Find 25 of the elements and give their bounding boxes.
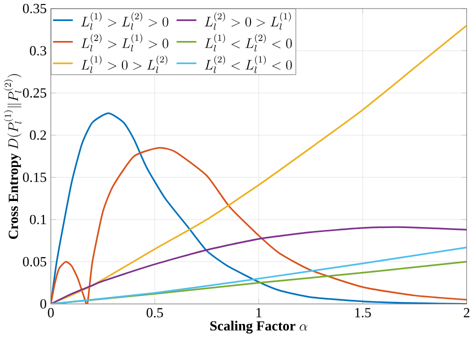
y-tick-label: 0.15: [22, 172, 46, 182]
x-tick-label: 1.5: [355, 308, 371, 318]
legend-label: $L_l^{(1)}>0>L_l^{(2)}$: [81, 55, 168, 73]
y-tick-label: 0.05: [22, 256, 46, 266]
y-tick-label: 0.1: [30, 214, 46, 224]
line-series: [50, 112, 467, 304]
line-series: [50, 246, 467, 304]
x-tick-label: 2: [464, 308, 470, 318]
y-tick-label: 0.2: [30, 130, 46, 140]
line-series: [50, 226, 467, 304]
x-tick-label: 1: [256, 308, 262, 318]
legend-label: $L_l^{(1)}<L_l^{(2)}<0$: [204, 34, 292, 52]
legend-label: $L_l^{(1)}>L_l^{(2)}>0$: [81, 12, 168, 30]
y-tick-label: 0: [40, 299, 46, 308]
line-series: [50, 146, 467, 304]
x-tick-label: 0: [48, 308, 54, 318]
x-axis-title: $\textbf{Scaling Factor} \ \alpha$: [210, 320, 308, 334]
legend-label: $L_l^{(2)}>0>L_l^{(1)}$: [204, 12, 291, 30]
y-tick-label: 0.35: [22, 4, 46, 14]
legend-label: $L_l^{(2)}>L_l^{(1)}>0$: [81, 34, 168, 52]
legend-label: $L_l^{(2)}<L_l^{(1)}<0$: [204, 55, 292, 73]
x-tick-label: 0.5: [146, 308, 163, 318]
y-tick-label: 0.25: [22, 88, 46, 98]
y-tick-label: 0.3: [30, 46, 46, 56]
y-axis-title: $\textbf{Cross Entropy} \ D(P_l^{(1)}\|P_l^{(2)})$: [4, 74, 22, 239]
